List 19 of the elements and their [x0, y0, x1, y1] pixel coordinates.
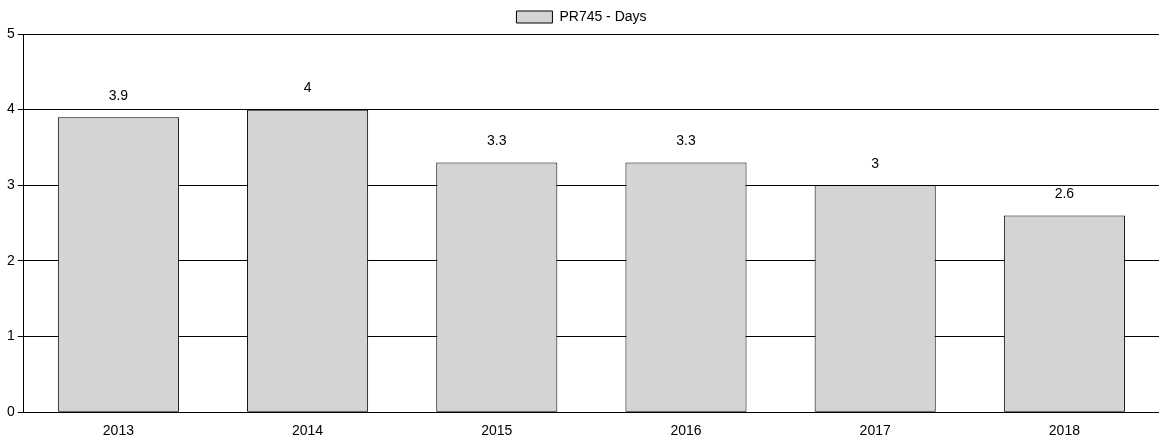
data-label: 2.6	[1054, 185, 1075, 202]
x-tick-label: 2014	[292, 422, 324, 439]
y-tick-label: 0	[6, 403, 15, 420]
legend-label: PR745 - Days	[559, 7, 647, 24]
y-tick-label: 4	[6, 100, 15, 117]
data-label: 3.3	[676, 132, 696, 149]
y-tick-label: 3	[6, 176, 15, 193]
x-tick-label: 2015	[481, 422, 513, 439]
x-tick-label: 2017	[859, 422, 891, 439]
data-label: 3.3	[487, 132, 507, 149]
y-tick-label: 2	[6, 251, 15, 268]
data-label: 3.9	[108, 87, 129, 104]
data-label: 3	[871, 155, 880, 172]
y-tick-label: 5	[6, 24, 15, 41]
x-tick-label: 2018	[1048, 422, 1081, 439]
x-tick-label: 2013	[102, 422, 135, 439]
data-label: 4	[303, 79, 312, 96]
x-tick-label: 2016	[670, 422, 702, 439]
y-tick-label: 1	[6, 327, 15, 344]
